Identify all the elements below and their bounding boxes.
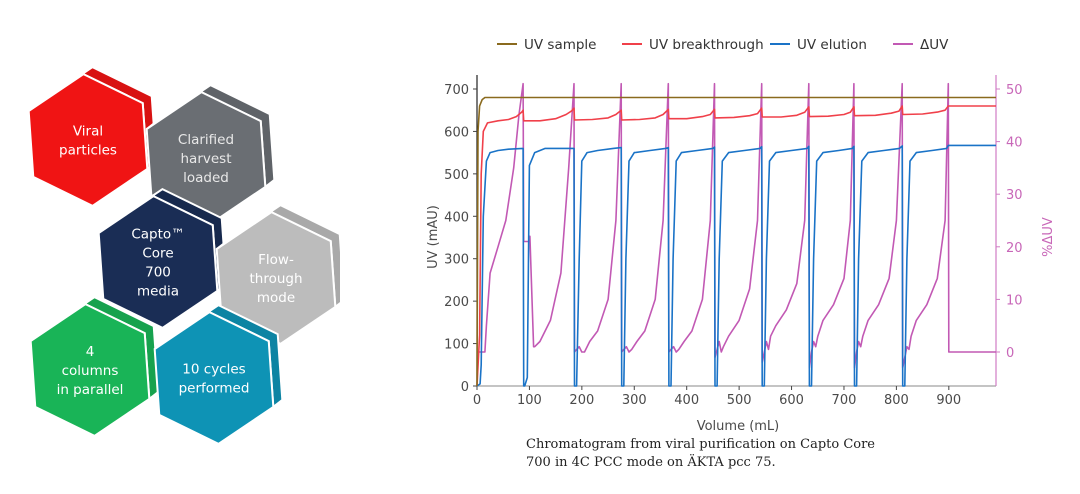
hexagon-label-line: 700 xyxy=(145,265,171,281)
y2-tick-label: 30 xyxy=(1006,188,1023,203)
hexagon-media: Capto™ Core 700 media xyxy=(97,188,228,329)
hexagon-label-line: in parallel xyxy=(57,382,124,398)
legend-label: UV sample xyxy=(524,37,597,53)
hexagon-label-line: loaded xyxy=(183,170,229,186)
hexagon-label-line: harvest xyxy=(180,151,231,167)
series-line-uv-breakthrough xyxy=(476,105,996,387)
caption-line-1: Chromatogram from viral purification on … xyxy=(526,437,876,452)
chart-legend: UV sample UV breakthrough UV elution ΔUV xyxy=(497,37,949,53)
hexagon-label-line: particles xyxy=(59,143,117,159)
x-tick-label: 0 xyxy=(473,393,481,408)
hexagon-harvest: Clarified harvest loaded xyxy=(145,84,276,225)
hexagon-label-line: mode xyxy=(257,290,295,306)
series-line-uv xyxy=(477,82,996,369)
y2-axis-title: %ΔUV xyxy=(1041,217,1056,257)
x-tick-label: 700 xyxy=(832,393,857,408)
legend-label: UV elution xyxy=(797,37,867,53)
legend-label: UV breakthrough xyxy=(649,37,764,53)
legend-item: UV breakthrough xyxy=(622,37,764,53)
caption-line-2: 700 in 4C PCC mode on ÄKTA pcc 75. xyxy=(526,455,776,470)
legend-item: UV sample xyxy=(497,37,597,53)
y2-tick-label: 40 xyxy=(1006,136,1023,151)
hexagon-label-line: 4 xyxy=(86,344,95,360)
y-tick-label: 600 xyxy=(444,125,469,140)
hexagon-label-line: Capto™ xyxy=(131,227,184,243)
y2-tick-label: 50 xyxy=(1006,83,1023,98)
x-tick-label: 500 xyxy=(727,393,752,408)
y-axis-title: UV (mAU) xyxy=(426,205,441,269)
legend-label: ΔUV xyxy=(920,37,949,53)
hexagon-label-line: 10 cycles xyxy=(182,362,245,378)
y-tick-label: 700 xyxy=(444,83,469,98)
hexagon-label-line: columns xyxy=(62,363,119,379)
x-tick-label: 900 xyxy=(936,393,961,408)
y-tick-label: 200 xyxy=(444,295,469,310)
series-line-uv-sample xyxy=(476,96,996,387)
plot-area xyxy=(476,82,996,387)
hexagon-label-line: Flow- xyxy=(258,252,294,268)
hexagon-label-line: performed xyxy=(179,381,250,397)
y2-tick-label: 10 xyxy=(1006,293,1023,308)
chromatogram-chart: UV sample UV breakthrough UV elution ΔUV 0 1… xyxy=(426,37,1056,434)
hexagon-viral: Viral particles xyxy=(27,66,158,207)
hexagon-label-line: Clarified xyxy=(178,132,234,148)
x-tick-label: 300 xyxy=(622,393,647,408)
y2-tick-label: 0 xyxy=(1006,346,1014,361)
hexagon-face xyxy=(215,211,337,345)
hexagon-label-line: Core xyxy=(142,246,173,262)
y-tick-label: 300 xyxy=(444,253,469,268)
x-tick-label: 200 xyxy=(569,393,594,408)
series-line-uv-elution xyxy=(476,144,996,387)
hexagon-columns: 4 columns in parallel xyxy=(29,296,160,437)
hexagon-label-line: media xyxy=(137,284,179,300)
legend-item: ΔUV xyxy=(893,37,949,53)
y-tick-label: 0 xyxy=(461,380,469,395)
x-axis-title: Volume (mL) xyxy=(697,419,780,434)
hexagon-flow: Flow-through mode xyxy=(215,204,340,345)
hexagon-face xyxy=(27,73,149,207)
hexagon-label-line: through xyxy=(249,271,302,287)
x-tick-label: 400 xyxy=(674,393,699,408)
hexagon-face xyxy=(97,195,219,329)
y2-tick-label: 20 xyxy=(1006,241,1023,256)
hexagon-label-line: Viral xyxy=(73,124,103,140)
x-tick-label: 800 xyxy=(884,393,909,408)
y-tick-label: 500 xyxy=(444,168,469,183)
hexagon-cycles: 10 cycles performed xyxy=(153,304,284,445)
legend-item: UV elution xyxy=(770,37,867,53)
hexagon-face xyxy=(153,311,275,445)
y-tick-label: 100 xyxy=(444,338,469,353)
infographic-hexagons: Viral particles Clarified harvest loaded Capt… xyxy=(27,66,340,445)
hexagon-face xyxy=(29,303,151,437)
x-tick-label: 100 xyxy=(517,393,542,408)
x-tick-label: 600 xyxy=(779,393,804,408)
figure-caption: Chromatogram from viral purification on … xyxy=(526,436,986,472)
y-tick-label: 400 xyxy=(444,210,469,225)
